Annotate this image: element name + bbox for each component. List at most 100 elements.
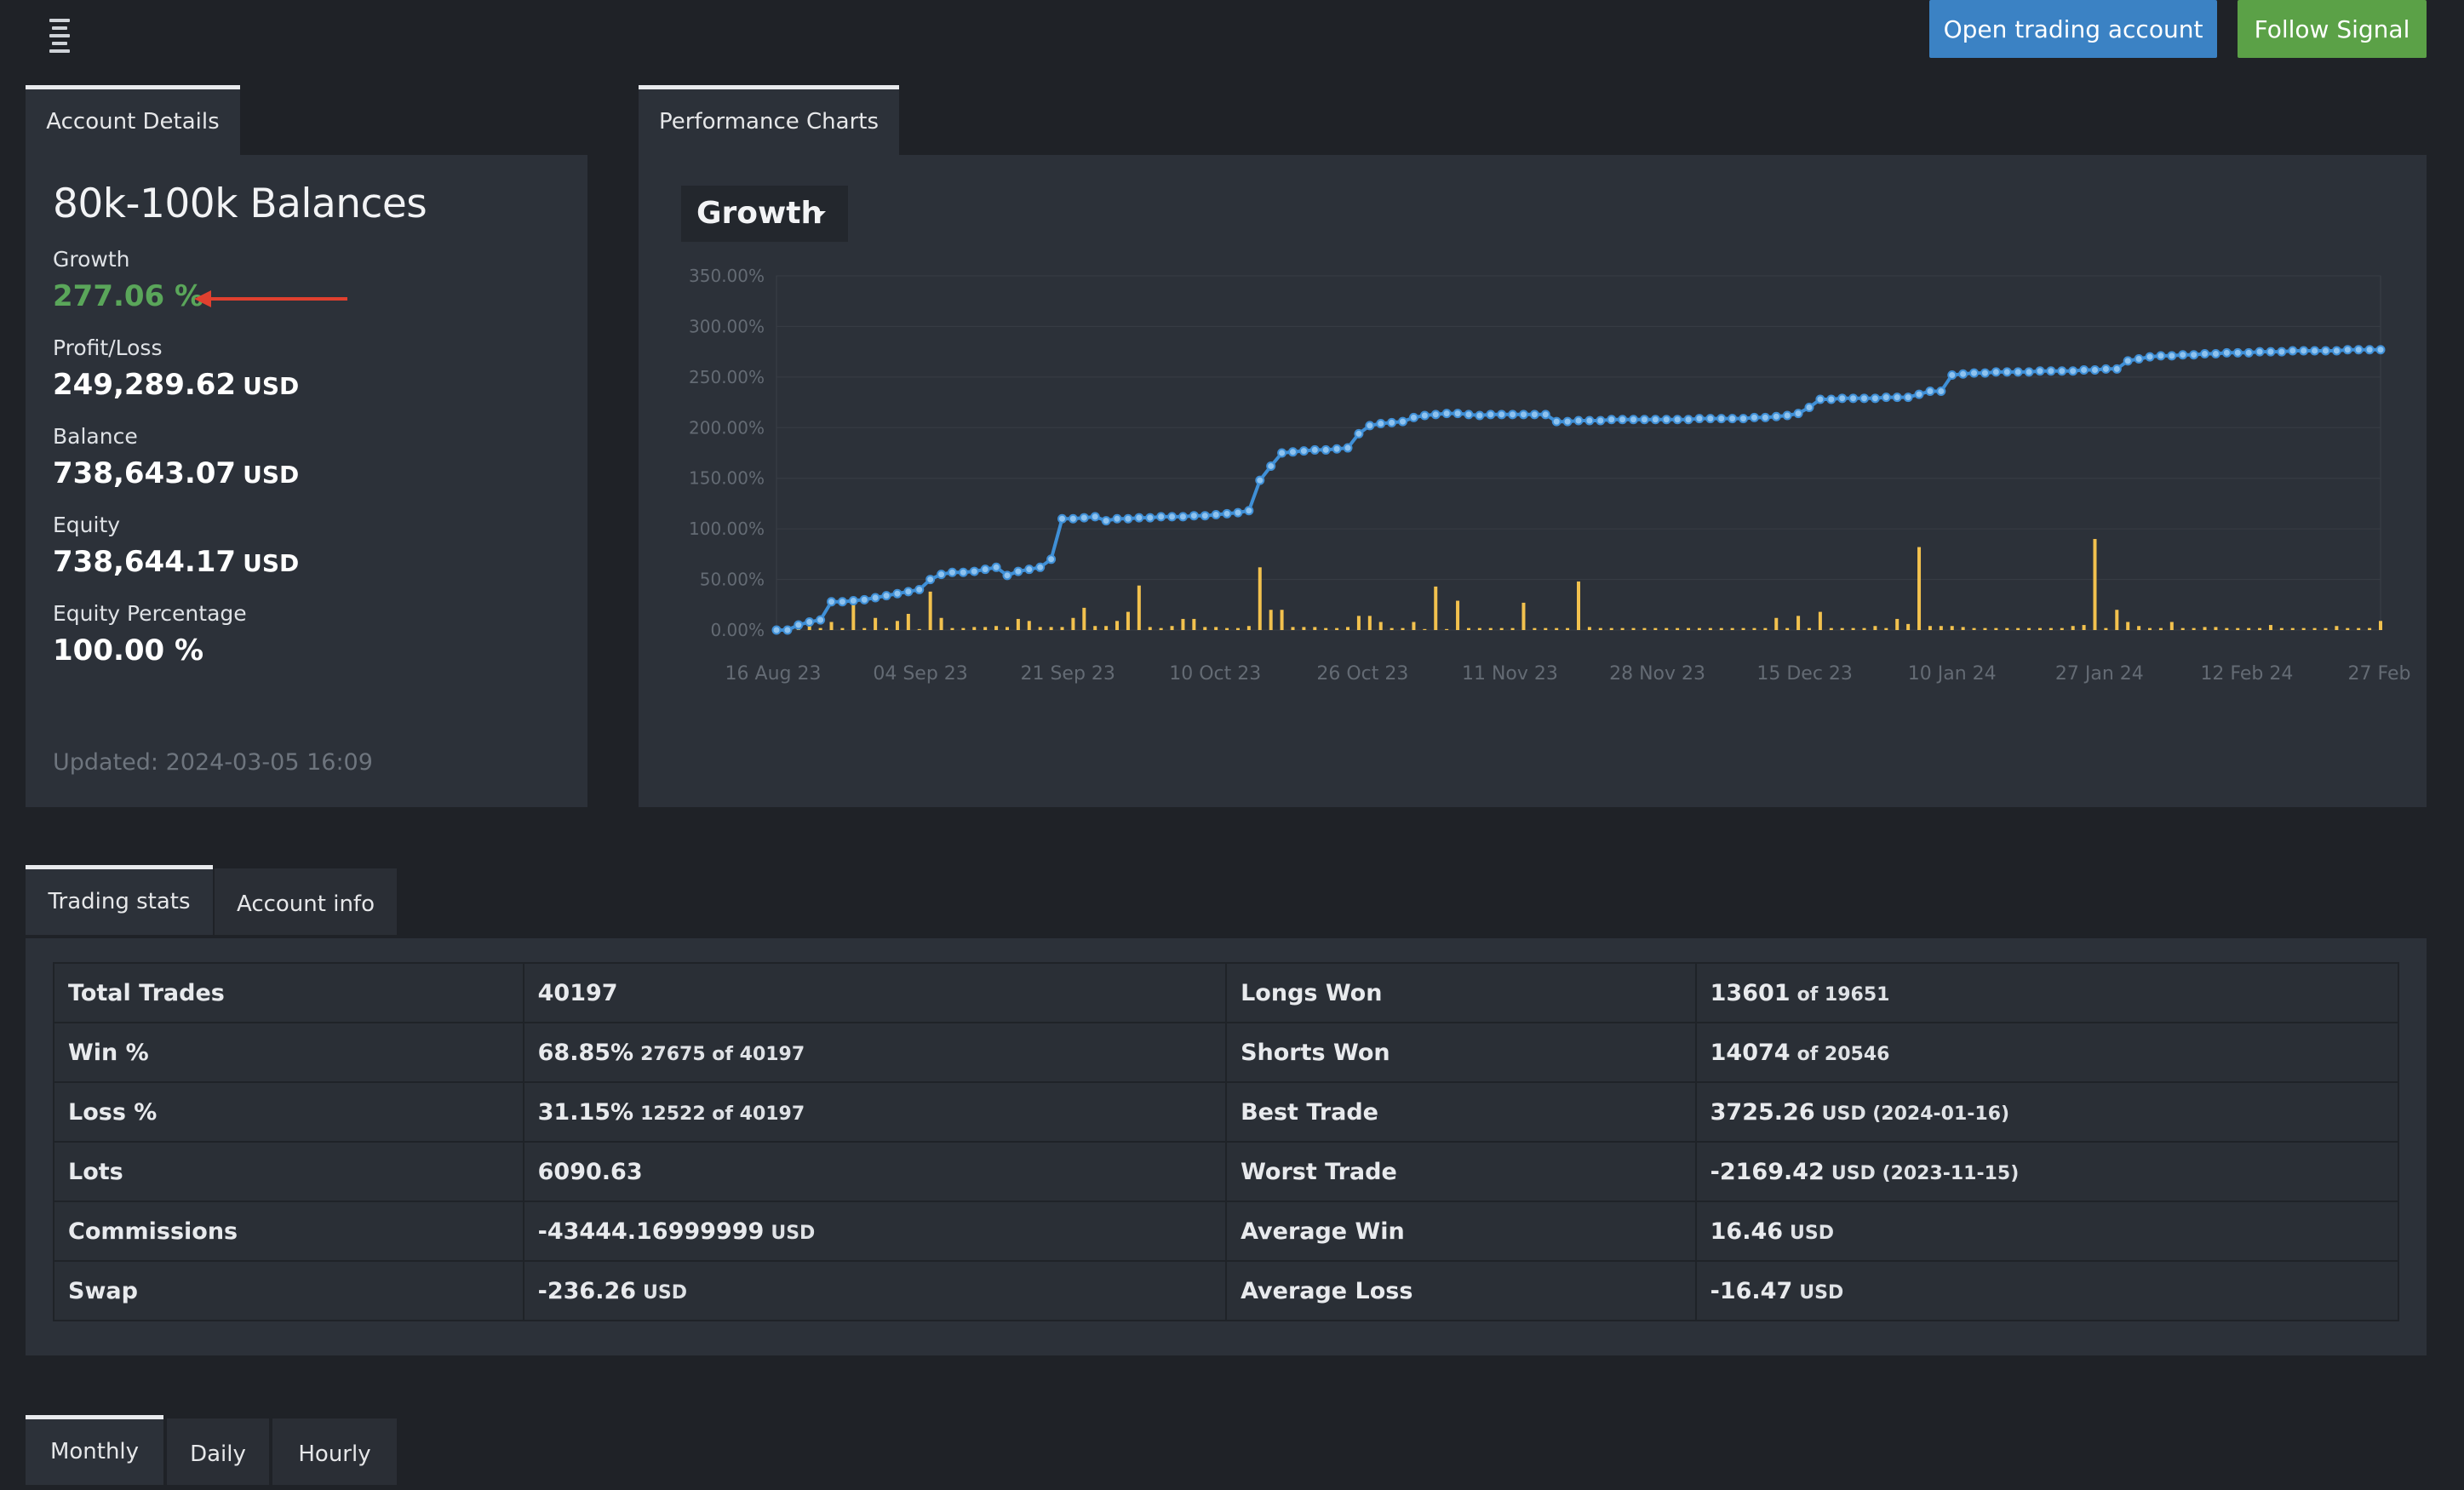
line-point — [848, 596, 858, 606]
bar — [1488, 628, 1493, 630]
balance-label: Balance — [53, 424, 138, 449]
line-point — [937, 570, 947, 580]
bar — [1928, 626, 1932, 630]
account-title: 80k-100k Balances — [53, 181, 427, 227]
line-point — [925, 575, 936, 585]
stat-label: Commissions — [53, 1201, 524, 1262]
bar — [983, 627, 988, 630]
line-point — [1309, 444, 1320, 455]
bar — [2225, 628, 2229, 630]
stat-value: 3725.26 USD (2024-01-16) — [1694, 1081, 2400, 1143]
tab-account-info[interactable]: Account info — [215, 868, 397, 935]
line-point — [1376, 419, 1386, 429]
bar — [961, 628, 966, 630]
line-point — [1244, 506, 1254, 516]
line-point — [1145, 513, 1155, 523]
line-point — [1441, 409, 1452, 419]
line-point — [1343, 443, 1353, 453]
bar — [895, 621, 899, 630]
bar — [851, 599, 856, 630]
line-point — [2255, 347, 2265, 357]
stat-label-text: Swap — [68, 1277, 138, 1304]
stat-value: -2169.42 USD (2023-11-15) — [1694, 1141, 2400, 1202]
updated-timestamp: Updated: 2024-03-05 16:09 — [53, 749, 373, 776]
line-point — [1430, 410, 1441, 420]
line-point — [1475, 410, 1485, 421]
profit-loss-label: Profit/Loss — [53, 335, 163, 360]
line-point — [2123, 356, 2133, 366]
line-point — [2320, 346, 2330, 356]
y-tick-label: 100.00% — [689, 519, 765, 539]
stat-value-text: 3725.26 — [1710, 1098, 1815, 1126]
bar — [1631, 628, 1636, 630]
line-point — [1793, 409, 1803, 419]
line-point — [1607, 415, 1617, 425]
line-point — [1167, 512, 1178, 522]
line-point — [1508, 410, 1518, 420]
bar — [1477, 628, 1481, 630]
line-point — [1112, 513, 1122, 524]
line-point — [1618, 415, 1628, 425]
bar — [1203, 627, 1207, 630]
bar — [1566, 628, 1570, 630]
line-point — [1739, 414, 1749, 424]
line-point — [1694, 414, 1705, 424]
line-point — [1222, 508, 1232, 519]
line-point — [1551, 416, 1561, 427]
hamburger-menu-icon[interactable] — [46, 19, 73, 53]
red-arrow-icon — [194, 290, 347, 307]
bar — [1291, 627, 1295, 630]
line-point — [1629, 415, 1639, 425]
bar — [1873, 626, 1877, 630]
bar — [1456, 600, 1460, 630]
bar — [2169, 622, 2174, 630]
line-point — [1958, 369, 1968, 379]
bar — [1401, 628, 1405, 630]
bar — [1269, 610, 1273, 630]
bar — [1214, 627, 1218, 630]
chart-type-dropdown[interactable]: Growth — [681, 186, 848, 242]
tab-account-details[interactable]: Account Details — [26, 85, 240, 155]
line-point — [1057, 513, 1068, 524]
line-point — [870, 593, 880, 603]
bar — [1335, 628, 1339, 630]
line-point — [1969, 368, 1980, 378]
bar — [840, 628, 845, 630]
bar — [1016, 618, 1020, 630]
tab-trading-stats[interactable]: Trading stats — [26, 865, 213, 935]
bar — [928, 591, 932, 630]
line-point — [2100, 364, 2111, 374]
bar — [2214, 627, 2218, 630]
tab-performance-charts[interactable]: Performance Charts — [639, 85, 899, 155]
open-trading-account-button[interactable]: Open trading account — [1929, 0, 2217, 58]
line-point — [1365, 421, 1375, 431]
line-point — [1189, 511, 1199, 521]
line-point — [1639, 415, 1649, 425]
bar — [1466, 628, 1470, 630]
line-point — [1013, 566, 1023, 576]
line-point — [2035, 366, 2045, 376]
line-point — [2221, 347, 2232, 358]
line-point — [805, 616, 815, 627]
line-point — [1332, 444, 1342, 454]
stat-label-text: Shorts Won — [1241, 1039, 1390, 1066]
stat-detail: USD — [771, 1222, 816, 1244]
x-tick-label: 26 Oct 23 — [1316, 663, 1408, 685]
line-point — [1387, 417, 1397, 427]
bar — [1598, 628, 1602, 630]
equity-percentage-label: Equity Percentage — [53, 601, 247, 626]
tab-hourly[interactable]: Hourly — [272, 1418, 397, 1485]
stat-label-text: Average Loss — [1241, 1277, 1413, 1304]
bar — [1994, 628, 1998, 630]
line-point — [2068, 366, 2078, 376]
bar — [939, 617, 943, 630]
line-point — [947, 567, 957, 577]
line-point — [1079, 513, 1089, 523]
tab-daily[interactable]: Daily — [167, 1418, 269, 1485]
follow-signal-button[interactable]: Follow Signal — [2238, 0, 2427, 58]
line-point — [1914, 389, 1924, 399]
tab-monthly[interactable]: Monthly — [26, 1415, 163, 1485]
line-point — [1859, 393, 1870, 404]
profit-loss-value: 249,289.62 USD — [53, 368, 300, 402]
line-point — [2046, 366, 2056, 376]
